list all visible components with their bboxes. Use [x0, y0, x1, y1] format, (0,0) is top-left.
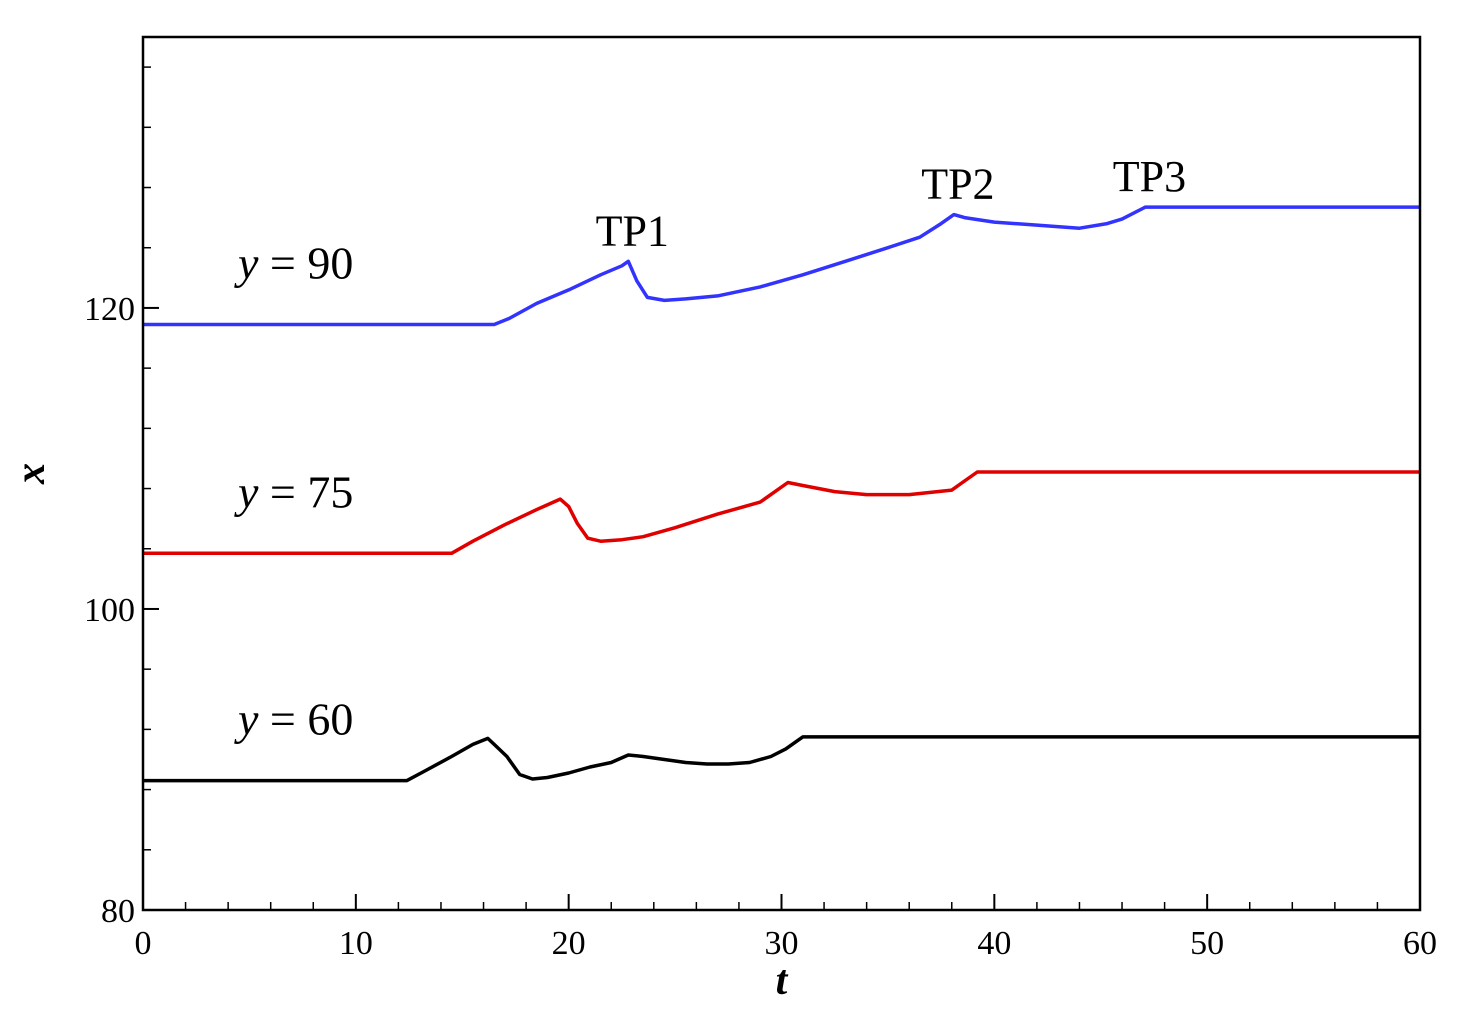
x-tick-label: 30: [765, 925, 799, 962]
x-tick-label: 10: [339, 925, 373, 962]
x-axis-title: t: [776, 958, 789, 1004]
plot-frame: [141, 35, 1422, 912]
y-axis-title: x: [8, 463, 54, 485]
x-tick-label: 60: [1403, 925, 1437, 962]
series-line: [143, 470, 1420, 556]
y-tick-label: 80: [101, 893, 135, 930]
series-line: [143, 205, 1420, 327]
y-tick-labels: 80 100 120: [84, 291, 135, 930]
tp-annotations: TP1 TP2 TP3: [596, 152, 1187, 255]
x-tick-label: 40: [977, 925, 1011, 962]
series-label: y = 60: [234, 694, 353, 745]
series-labels: y = 60 y = 75 y = 90: [234, 237, 353, 744]
annotation-label: TP3: [1113, 152, 1186, 201]
series-label: y = 75: [234, 466, 353, 517]
y-tick-label: 120: [84, 291, 135, 328]
y-tick-label: 100: [84, 592, 135, 629]
series-line: [143, 735, 1420, 783]
annotation-label: TP1: [596, 206, 669, 255]
x-tick-label: 50: [1190, 925, 1224, 962]
x-tick-label: 0: [135, 925, 152, 962]
axis-ticks: [142, 66, 1421, 911]
x-tick-labels: 0 10 20 30 40 50 60: [135, 925, 1438, 962]
series-label: y = 90: [234, 237, 353, 288]
x-tick-label: 20: [552, 925, 586, 962]
series-lines: [143, 205, 1420, 783]
annotation-label: TP2: [921, 160, 994, 209]
